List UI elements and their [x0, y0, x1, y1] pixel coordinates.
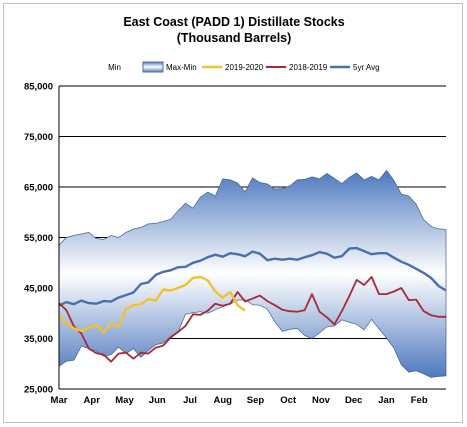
series-line-2018-2019 [58, 276, 446, 363]
band-max-min-area [58, 169, 447, 378]
max-min-band [58, 169, 447, 378]
series-line-5yr-avg [58, 246, 447, 307]
x-tick-label: Jul [183, 395, 197, 406]
y-tick-label: 65,000 [24, 183, 53, 194]
x-tick-label: Nov [312, 395, 331, 406]
x-axis-tick-labels: Mar Apr May Jun Jul Aug Sep Oct Nov Dec Jan Feb [51, 395, 428, 406]
legend-label-5yr-avg: 5yr Avg [353, 63, 380, 72]
x-tick-label: Jun [149, 395, 166, 406]
legend-label-2019-2020: 2019-2020 [225, 63, 264, 72]
y-tick-label: 85,000 [24, 82, 53, 93]
series-line-2019-2020 [58, 275, 246, 334]
y-axis-tick-labels: 25,000 35,000 45,000 55,000 65,000 75,000 85,0… [24, 82, 53, 396]
y-tick-label: 45,000 [24, 284, 53, 295]
y-tick-label: 25,000 [24, 385, 53, 396]
y-tick-label: 35,000 [24, 334, 53, 345]
y-tick-label: 75,000 [24, 132, 53, 143]
axes [58, 86, 446, 390]
legend-swatch-max-min [142, 61, 164, 73]
x-tick-label: Apr [84, 395, 101, 406]
x-tick-label: Aug [213, 395, 232, 406]
chart-title: East Coast (PADD 1) Distillate Stocks [123, 15, 344, 29]
x-tick-label: Mar [51, 395, 68, 406]
legend-label-min: Min [108, 63, 121, 72]
legend-label-max-min: Max-Min [166, 63, 197, 72]
x-tick-label: Feb [411, 395, 428, 406]
chart-subtitle: (Thousand Barrels) [177, 31, 292, 45]
legend: Min Max-Min 2019-2020 2018-2019 5yr Avg [108, 61, 380, 73]
x-tick-label: Sep [247, 395, 265, 406]
series-lines [58, 246, 447, 363]
x-tick-label: May [115, 395, 134, 406]
y-tick-label: 55,000 [24, 233, 53, 244]
x-tick-label: Oct [280, 395, 297, 406]
x-tick-label: Jan [378, 395, 395, 406]
legend-label-2018-2019: 2018-2019 [289, 63, 328, 72]
x-tick-label: Dec [345, 395, 362, 406]
